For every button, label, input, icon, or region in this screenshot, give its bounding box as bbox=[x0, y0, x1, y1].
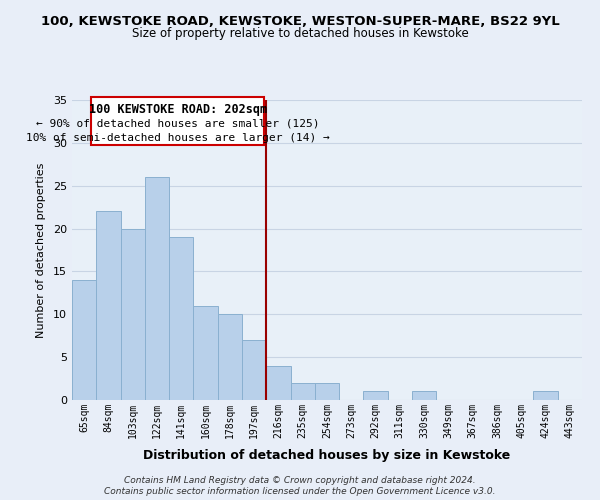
Bar bbox=[412, 392, 436, 400]
FancyBboxPatch shape bbox=[91, 98, 264, 144]
Text: ← 90% of detached houses are smaller (125): ← 90% of detached houses are smaller (12… bbox=[36, 119, 319, 129]
Bar bbox=[242, 340, 266, 400]
Bar bbox=[145, 177, 169, 400]
Bar bbox=[96, 212, 121, 400]
X-axis label: Distribution of detached houses by size in Kewstoke: Distribution of detached houses by size … bbox=[143, 449, 511, 462]
Bar bbox=[290, 383, 315, 400]
Bar bbox=[121, 228, 145, 400]
Bar bbox=[533, 392, 558, 400]
Text: Size of property relative to detached houses in Kewstoke: Size of property relative to detached ho… bbox=[131, 28, 469, 40]
Bar bbox=[193, 306, 218, 400]
Text: 100, KEWSTOKE ROAD, KEWSTOKE, WESTON-SUPER-MARE, BS22 9YL: 100, KEWSTOKE ROAD, KEWSTOKE, WESTON-SUP… bbox=[41, 15, 559, 28]
Text: 100 KEWSTOKE ROAD: 202sqm: 100 KEWSTOKE ROAD: 202sqm bbox=[89, 104, 267, 117]
Bar bbox=[72, 280, 96, 400]
Bar bbox=[169, 237, 193, 400]
Y-axis label: Number of detached properties: Number of detached properties bbox=[36, 162, 46, 338]
Bar bbox=[364, 392, 388, 400]
Text: 10% of semi-detached houses are larger (14) →: 10% of semi-detached houses are larger (… bbox=[26, 132, 329, 142]
Bar bbox=[266, 366, 290, 400]
Text: Contains public sector information licensed under the Open Government Licence v3: Contains public sector information licen… bbox=[104, 488, 496, 496]
Text: Contains HM Land Registry data © Crown copyright and database right 2024.: Contains HM Land Registry data © Crown c… bbox=[124, 476, 476, 485]
Bar bbox=[218, 314, 242, 400]
Bar bbox=[315, 383, 339, 400]
